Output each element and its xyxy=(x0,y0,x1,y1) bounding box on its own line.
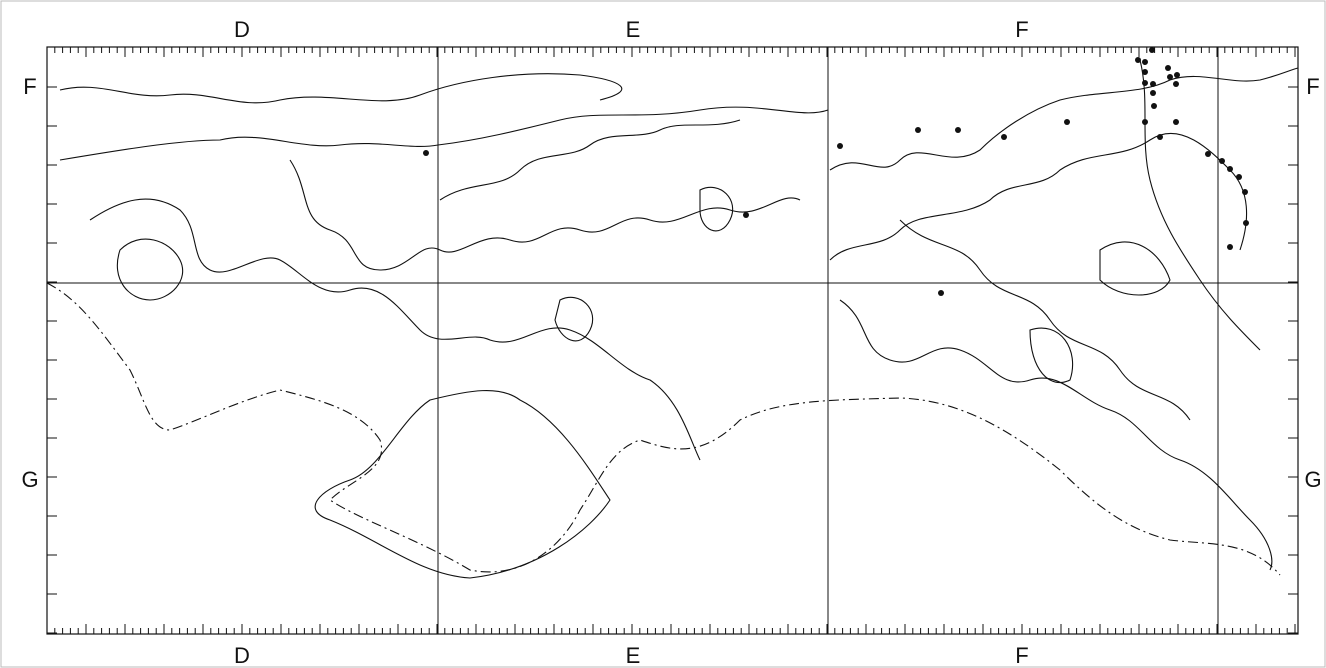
column-label: D xyxy=(234,643,250,668)
site xyxy=(1165,65,1171,71)
contour xyxy=(829,67,1299,171)
contour xyxy=(59,73,623,104)
site xyxy=(955,127,961,133)
site xyxy=(423,150,429,156)
contour xyxy=(899,219,1191,421)
site xyxy=(1173,119,1179,125)
contour xyxy=(1029,327,1074,384)
site xyxy=(1135,57,1141,63)
contour xyxy=(839,299,1273,571)
site xyxy=(1205,151,1211,157)
contour xyxy=(89,198,701,461)
grid xyxy=(47,47,1298,634)
river xyxy=(1139,59,1261,351)
site xyxy=(1142,80,1148,86)
site xyxy=(837,143,843,149)
site xyxy=(1142,119,1148,125)
contour xyxy=(829,133,1248,261)
site xyxy=(1150,90,1156,96)
row-label: F xyxy=(1306,74,1319,99)
site xyxy=(1142,69,1148,75)
site xyxy=(1227,244,1233,250)
frame-ticks xyxy=(47,47,1298,634)
site xyxy=(1174,72,1180,78)
site xyxy=(1236,174,1242,180)
contour xyxy=(554,296,594,342)
row-label: G xyxy=(1304,467,1321,492)
site xyxy=(1227,166,1233,172)
contour xyxy=(289,159,801,271)
coastline xyxy=(46,282,1281,576)
site xyxy=(1173,81,1179,87)
contour xyxy=(116,238,184,301)
map-frame xyxy=(46,46,1299,635)
column-label: D xyxy=(234,17,250,42)
column-label: E xyxy=(626,17,641,42)
site xyxy=(743,212,749,218)
site xyxy=(915,127,921,133)
contour xyxy=(699,186,734,232)
column-label: F xyxy=(1015,643,1028,668)
site xyxy=(1142,59,1148,65)
site xyxy=(1001,134,1007,140)
column-label: F xyxy=(1015,17,1028,42)
site xyxy=(1219,158,1225,164)
site xyxy=(938,290,944,296)
site xyxy=(1243,220,1249,226)
site xyxy=(1167,74,1173,80)
site xyxy=(1149,47,1155,53)
contours xyxy=(46,59,1299,579)
site xyxy=(1150,81,1156,87)
contour xyxy=(439,119,741,201)
site xyxy=(1157,134,1163,140)
site xyxy=(1242,189,1248,195)
site xyxy=(1064,119,1070,125)
row-label: G xyxy=(21,467,38,492)
column-label: E xyxy=(626,643,641,668)
site xyxy=(1151,103,1157,109)
row-label: F xyxy=(23,74,36,99)
contour xyxy=(59,106,829,161)
contour xyxy=(1099,241,1171,296)
sites xyxy=(423,47,1249,296)
contour xyxy=(314,390,611,579)
